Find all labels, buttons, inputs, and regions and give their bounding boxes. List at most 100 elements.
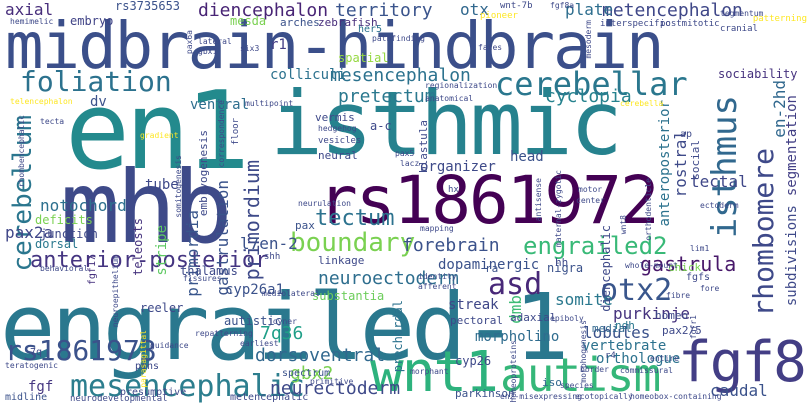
word-entire: entire — [650, 354, 679, 363]
word-ndh: ndh — [615, 319, 635, 332]
word-sociability: sociability — [718, 67, 798, 81]
word-mesoderm: mesoderm — [584, 20, 593, 59]
word-mapping: mapping — [420, 224, 454, 233]
word-commissural: commissural — [620, 366, 673, 375]
word-cyp26a1: cyp26a1 — [225, 282, 285, 298]
word-lateral: lateral — [198, 37, 232, 46]
word-border: border — [580, 365, 609, 374]
word-deficits: deficits — [35, 213, 93, 227]
word-homeoproteins: homeoproteins — [509, 340, 518, 403]
word-ectopically: ecotopically — [575, 392, 633, 401]
word-fgfr1: fgfr1 — [689, 315, 698, 340]
word-orthodenticle: orthodenticle — [644, 178, 653, 241]
word-lacz: lacz — [400, 159, 420, 168]
word-boundary: boundary — [290, 228, 416, 258]
word-axial: axial — [5, 0, 54, 19]
word-somite: somite — [555, 290, 613, 309]
word-pretectum: pretectum — [338, 86, 436, 107]
word-morphant: morphant — [410, 367, 449, 376]
word-vertebrate: vertebrate — [582, 338, 667, 354]
word-repatterning: repatterning — [195, 329, 253, 338]
word-hedgehog: hedgehog — [318, 124, 357, 133]
word-fissures: fissures — [183, 274, 222, 283]
word-otx2: otx2 — [600, 273, 673, 308]
word-ectoderm: ectoderm — [700, 201, 739, 210]
word-homeo: homeo — [655, 309, 689, 322]
word-cyp26: cyp26 — [455, 354, 492, 368]
word-dv: dv — [90, 94, 107, 110]
word-autistic: autistic — [224, 314, 282, 328]
word-lobules: lobules — [583, 323, 651, 342]
word-forebrain: forebrain — [402, 235, 500, 256]
word-en-2hd: en-2hd — [770, 80, 789, 138]
word-rs1861973: rs1861973 — [5, 334, 157, 367]
word-mhb: mhb — [60, 149, 233, 266]
word-fore: fore — [700, 284, 720, 293]
word-wnt-7b: wnt-7b — [500, 1, 533, 11]
word-fgf17: fgf17 — [87, 255, 98, 286]
word-neural: neural — [318, 149, 358, 162]
word-gradient: gradient — [140, 131, 179, 140]
word-purkinje: purkinje — [613, 304, 691, 323]
word-fibre: fibre — [666, 291, 691, 300]
word-morpholino: morpholino — [475, 329, 560, 345]
word-floor: floor — [231, 118, 241, 146]
word-midline: midline — [5, 392, 48, 403]
word-afferent: afferent — [418, 282, 457, 291]
word-spatial: spatial — [338, 51, 389, 65]
word-center: center — [576, 196, 605, 205]
word-ra: ra — [485, 262, 499, 275]
word-shh: shh — [264, 252, 281, 262]
word-r1: r1 — [270, 37, 287, 53]
word-blastula: blastula — [417, 120, 430, 173]
word-her5: her5 — [358, 24, 383, 35]
word-hx: hx — [448, 185, 459, 195]
word-streak: streak — [448, 297, 499, 313]
word-pax: pax — [295, 219, 315, 232]
word-zebrafish: zebrafish — [318, 16, 378, 29]
word-neurulation: neurulation — [298, 199, 351, 208]
word-teratogenic: teratogenic — [5, 361, 58, 370]
word-parasagittal: parasagittal — [139, 330, 148, 388]
word-hemimelic: hemimelic — [10, 17, 54, 26]
word-correspondence: correspondence — [217, 100, 226, 168]
word-guidance: guidance — [150, 341, 189, 350]
word-organizer: organizer — [420, 159, 496, 175]
word-metencephalon: metencephalon — [602, 0, 743, 21]
word-ap: ap — [680, 129, 693, 140]
word-regionalization: regionalization — [425, 81, 498, 90]
word-interspecific: interspecific — [600, 19, 671, 29]
word-homeobox-containing: homeobox-containing — [630, 392, 722, 401]
word-teleosts: teleosts — [131, 218, 145, 276]
word-neuroepithelium: neuroepithelium — [111, 255, 120, 328]
word-fates: fates — [478, 43, 503, 52]
word-caudal: caudal — [710, 381, 768, 400]
word-embryogenesis: embryogenesis — [197, 130, 210, 217]
word-cyclopia: cyclopia — [545, 86, 632, 107]
word-behavioral: behavioral — [40, 264, 89, 273]
word-cerebellar: cerebellar — [495, 65, 688, 103]
word-mesda: mesda — [230, 14, 267, 28]
word-pectoral: pectoral — [450, 314, 503, 327]
word-multipoint: multipoint — [245, 99, 294, 108]
word-7q: 7q — [30, 347, 43, 358]
word-thalamus: thalamus — [180, 264, 238, 278]
word-pax2a: pax2a — [5, 223, 54, 242]
word-7q36: 7q36 — [260, 323, 304, 344]
word-gbx1: gbx1 — [198, 47, 218, 56]
word-substantia: substantia — [312, 289, 385, 303]
word-engrailed-1: engrailed-1 — [0, 274, 569, 381]
word-six3: six3 — [240, 44, 260, 53]
word-junction: junction — [40, 227, 98, 241]
word-joyner: joyner — [268, 317, 297, 326]
word-notochord: notochord — [40, 196, 127, 215]
word-pax6a: pax6a — [185, 30, 194, 55]
word-rhombomere: rhombomere — [747, 148, 780, 317]
word-dorsoventral: dorsoventral — [255, 345, 386, 366]
word-spectrum: spectrum — [282, 368, 331, 379]
word-patterning: patterning — [752, 14, 807, 24]
word-postmitotic: postmitotic — [660, 19, 720, 29]
word-dopaminergic: dopaminergic — [438, 257, 540, 273]
word-neurectoderm: neurectoderm — [270, 378, 401, 399]
word-hh: hh — [555, 256, 569, 269]
